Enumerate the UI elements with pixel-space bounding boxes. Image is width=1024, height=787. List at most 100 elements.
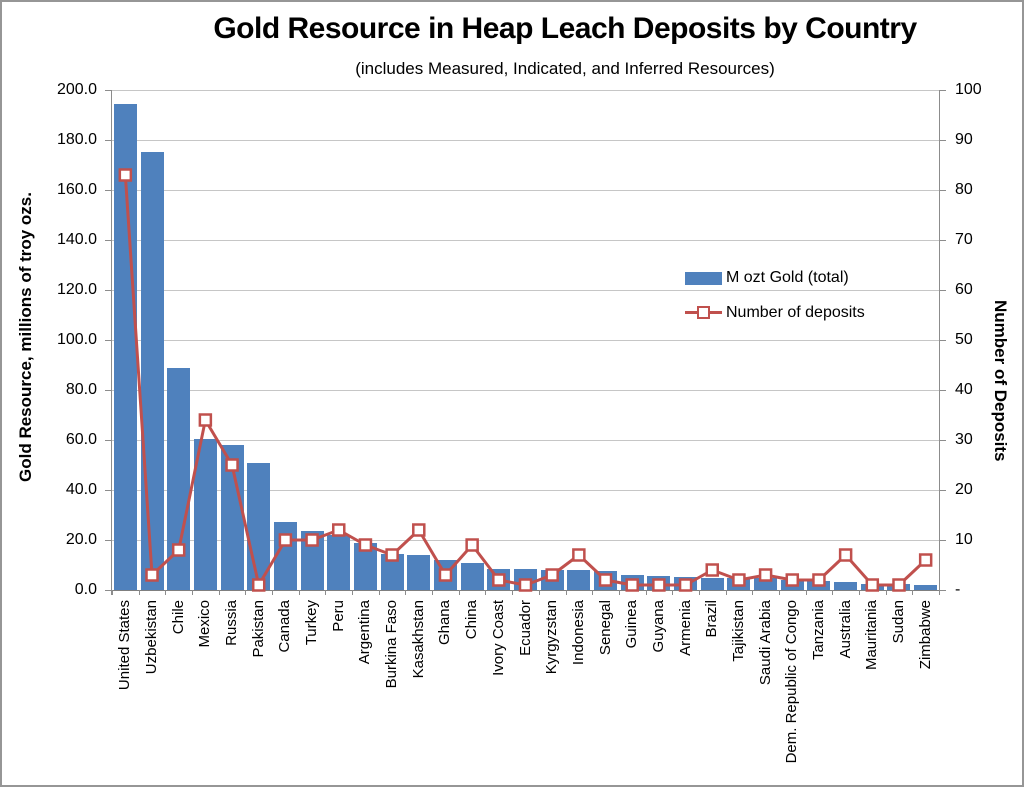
- gridline: [112, 339, 939, 341]
- line-marker: [278, 533, 293, 547]
- x-axis-tick: [458, 590, 460, 595]
- x-axis-label: Turkey: [303, 600, 321, 646]
- x-axis-label: Senegal: [596, 600, 614, 656]
- legend-label-gold: M ozt Gold (total): [726, 269, 849, 286]
- x-axis-tick: [352, 590, 354, 595]
- line-marker: [598, 573, 613, 587]
- x-axis-tick: [218, 590, 220, 595]
- line-marker: [785, 573, 800, 587]
- right-axis-tick: [939, 339, 946, 341]
- right-axis-tick: [939, 239, 946, 241]
- line-marker: [492, 573, 506, 587]
- x-axis-tick: [725, 590, 727, 595]
- line-marker: [732, 573, 746, 587]
- right-axis-tick: [939, 139, 946, 141]
- line-marker: [572, 548, 586, 562]
- x-axis-tick: [565, 590, 567, 595]
- y-axis-tick-label-left: 200.0: [56, 81, 97, 98]
- x-axis-label: Zimbabwe: [916, 600, 934, 670]
- legend-label-deposits: Number of deposits: [726, 304, 865, 321]
- x-axis-tick: [939, 590, 940, 595]
- y-axis-tick-label-right: 70: [955, 231, 973, 248]
- y-axis-tick-label-right: -: [955, 581, 961, 598]
- left-axis-tick: [105, 389, 112, 391]
- left-axis-tick: [105, 89, 112, 91]
- y-axis-tick-label-left: 0.0: [74, 581, 97, 598]
- line-marker: [251, 578, 266, 592]
- line-marker: [865, 578, 880, 592]
- line-marker: [412, 523, 426, 537]
- x-axis-tick: [512, 590, 514, 595]
- chart-subtitle: (includes Measured, Indicated, and Infer…: [355, 59, 775, 78]
- y-axis-tick-label-right: 10: [955, 531, 973, 548]
- gridline: [112, 239, 939, 241]
- x-axis-tick: [432, 590, 434, 595]
- x-axis-tick: [698, 590, 700, 595]
- left-axis-tick: [105, 339, 112, 341]
- x-axis-label: Indonesia: [569, 600, 587, 666]
- x-axis-tick: [912, 590, 914, 595]
- x-axis-tick: [325, 590, 327, 595]
- left-axis-tick: [105, 239, 112, 241]
- x-axis-label: Mexico: [196, 600, 214, 648]
- x-axis-label: Kasakhstan: [409, 600, 427, 679]
- gridline: [112, 439, 939, 441]
- line-marker: [145, 568, 159, 582]
- left-axis-tick: [105, 289, 112, 291]
- x-axis-label: Sudan: [889, 600, 907, 644]
- left-axis-tick: [105, 589, 112, 591]
- x-axis-tick: [112, 590, 113, 595]
- right-axis-tick: [939, 89, 946, 91]
- x-axis-label: Guinea: [623, 600, 641, 649]
- line-marker: [465, 538, 479, 552]
- x-axis-tick: [405, 590, 407, 595]
- left-axis-tick: [105, 489, 112, 491]
- x-axis-tick: [618, 590, 620, 595]
- line-marker: [625, 578, 639, 592]
- x-axis-label: Chile: [169, 600, 187, 635]
- y-axis-tick-label-right: 40: [955, 381, 973, 398]
- x-axis-tick: [192, 590, 194, 595]
- x-axis-tick: [485, 590, 487, 595]
- bar-brazil: [700, 577, 724, 590]
- bar-mexico: [193, 439, 217, 590]
- bar-burkina-faso: [380, 553, 404, 590]
- y-axis-tick-label-left: 20.0: [65, 531, 97, 548]
- bar-argentina: [353, 543, 377, 590]
- x-axis-label: Brazil: [703, 600, 721, 638]
- x-axis-label: Uzbekistan: [143, 600, 161, 675]
- bar-peru: [327, 534, 351, 590]
- y-axis-line-left: [111, 90, 112, 595]
- x-axis-tick: [645, 590, 647, 595]
- x-axis-label: Burkina Faso: [383, 600, 401, 689]
- x-axis-label: Dem. Republic of Congo: [783, 600, 801, 764]
- bar-china: [460, 562, 484, 590]
- x-axis-tick: [538, 590, 540, 595]
- x-axis-label: Mauritania: [863, 600, 881, 671]
- x-axis-tick: [378, 590, 380, 595]
- right-axis-tick: [939, 439, 946, 441]
- x-axis-label: Argentina: [356, 600, 374, 665]
- right-axis-tick: [939, 289, 946, 291]
- bar-chile: [167, 368, 191, 590]
- x-axis-label: Russia: [223, 600, 241, 646]
- y-axis-tick-label-left: 80.0: [65, 381, 97, 398]
- gridline: [112, 89, 939, 91]
- left-axis-tick: [105, 539, 112, 541]
- y-axis-tick-label-right: 30: [955, 431, 973, 448]
- bar-russia: [220, 444, 244, 590]
- x-axis-tick: [805, 590, 807, 595]
- line-marker: [332, 523, 346, 537]
- y-axis-tick-label-right: 100: [955, 81, 982, 98]
- line-marker: [918, 553, 933, 567]
- y-axis-tick-label-left: 180.0: [56, 131, 97, 148]
- x-axis-tick: [778, 590, 780, 595]
- y-axis-tick-label-right: 80: [955, 181, 973, 198]
- left-axis-tick: [105, 439, 112, 441]
- x-axis-label: Australia: [836, 600, 854, 659]
- gridline: [112, 289, 939, 291]
- right-axis-tick: [939, 539, 946, 541]
- x-axis-tick: [298, 590, 300, 595]
- line-marker: [438, 568, 453, 582]
